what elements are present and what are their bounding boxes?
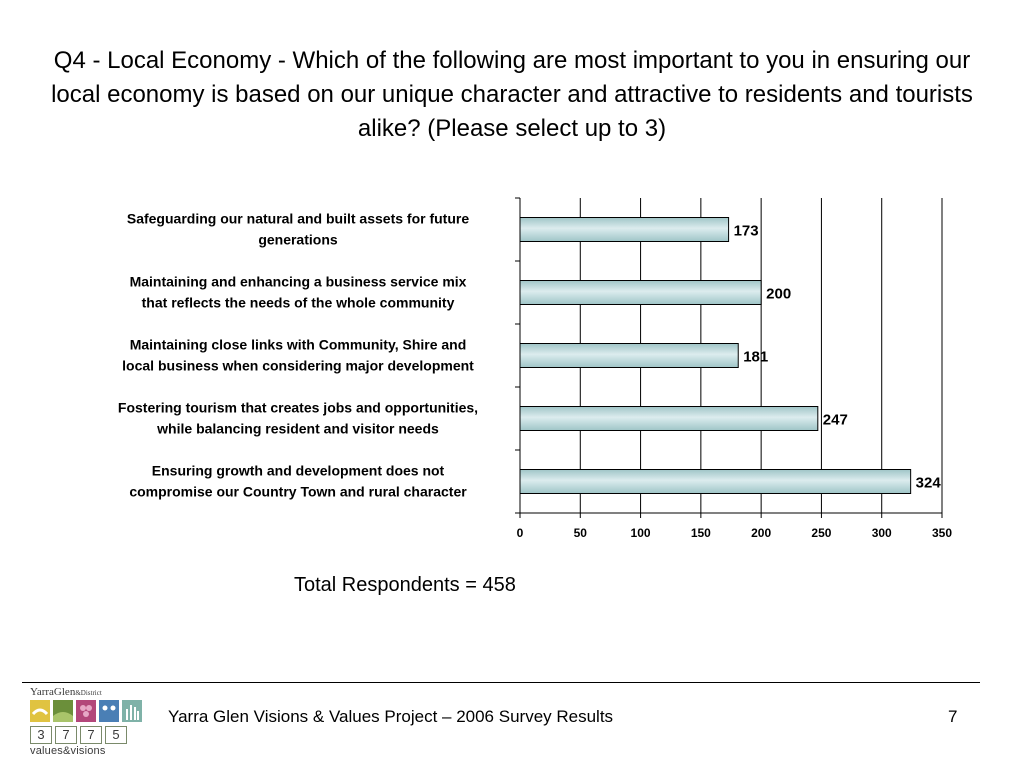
category-label: Ensuring growth and development does not… bbox=[129, 463, 467, 500]
logo-digit: 5 bbox=[105, 726, 127, 744]
data-label: 247 bbox=[823, 412, 848, 429]
data-label: 173 bbox=[734, 223, 759, 240]
x-tick-label: 350 bbox=[932, 526, 952, 540]
bar bbox=[519, 343, 739, 368]
x-tick-label: 300 bbox=[872, 526, 892, 540]
bar bbox=[519, 280, 762, 305]
x-tick-label: 0 bbox=[517, 526, 524, 540]
logo-digit: 3 bbox=[30, 726, 52, 744]
gridlines bbox=[579, 198, 943, 513]
slide-title: Q4 - Local Economy - Which of the follow… bbox=[51, 47, 973, 142]
logo-name-suffix: &District bbox=[75, 689, 102, 697]
category-label: Safeguarding our natural and built asset… bbox=[127, 211, 469, 248]
x-tick-label: 50 bbox=[574, 526, 588, 540]
x-tick-label: 150 bbox=[691, 526, 711, 540]
logo-digit: 7 bbox=[55, 726, 77, 744]
data-label: 200 bbox=[766, 286, 791, 303]
labels: 0 50 100 150 200 250 300 350 173 Safeguarding our… bbox=[118, 211, 952, 541]
bar bbox=[519, 217, 730, 242]
bar-chart: 0 50 100 150 200 250 300 350 173 Safeguarding our… bbox=[118, 197, 952, 541]
logo-digit: 7 bbox=[80, 726, 102, 744]
bars bbox=[519, 217, 912, 494]
x-tick-label: 200 bbox=[751, 526, 771, 540]
bar bbox=[519, 469, 912, 494]
logo-icons bbox=[30, 700, 142, 722]
footer-text: Yarra Glen Visions & Values Project – 20… bbox=[168, 707, 614, 726]
people-tile-icon bbox=[99, 700, 119, 722]
category-label: Fostering tourism that creates jobs and … bbox=[118, 400, 478, 437]
x-tick-label: 250 bbox=[811, 526, 831, 540]
category-label: Maintaining and enhancing a business ser… bbox=[130, 274, 467, 311]
yarra-glen-logo: YarraGlen&District 3 7 7 5 values&vision… bbox=[22, 684, 146, 758]
category-label: Maintaining close links with Community, … bbox=[122, 337, 474, 374]
data-label: 181 bbox=[743, 349, 768, 366]
logo-wordmark: YarraGlen&District bbox=[30, 686, 102, 698]
data-label: 324 bbox=[916, 475, 942, 492]
bar bbox=[519, 406, 819, 431]
x-tick-label: 100 bbox=[631, 526, 651, 540]
logo-tagline: values&visions bbox=[30, 745, 106, 757]
total-respondents-note: Total Respondents = 458 bbox=[294, 574, 516, 596]
footer-divider bbox=[22, 682, 980, 683]
logo-name-main: YarraGlen bbox=[30, 686, 76, 698]
page-number: 7 bbox=[948, 707, 958, 726]
logo-postcode: 3 7 7 5 bbox=[30, 726, 130, 744]
